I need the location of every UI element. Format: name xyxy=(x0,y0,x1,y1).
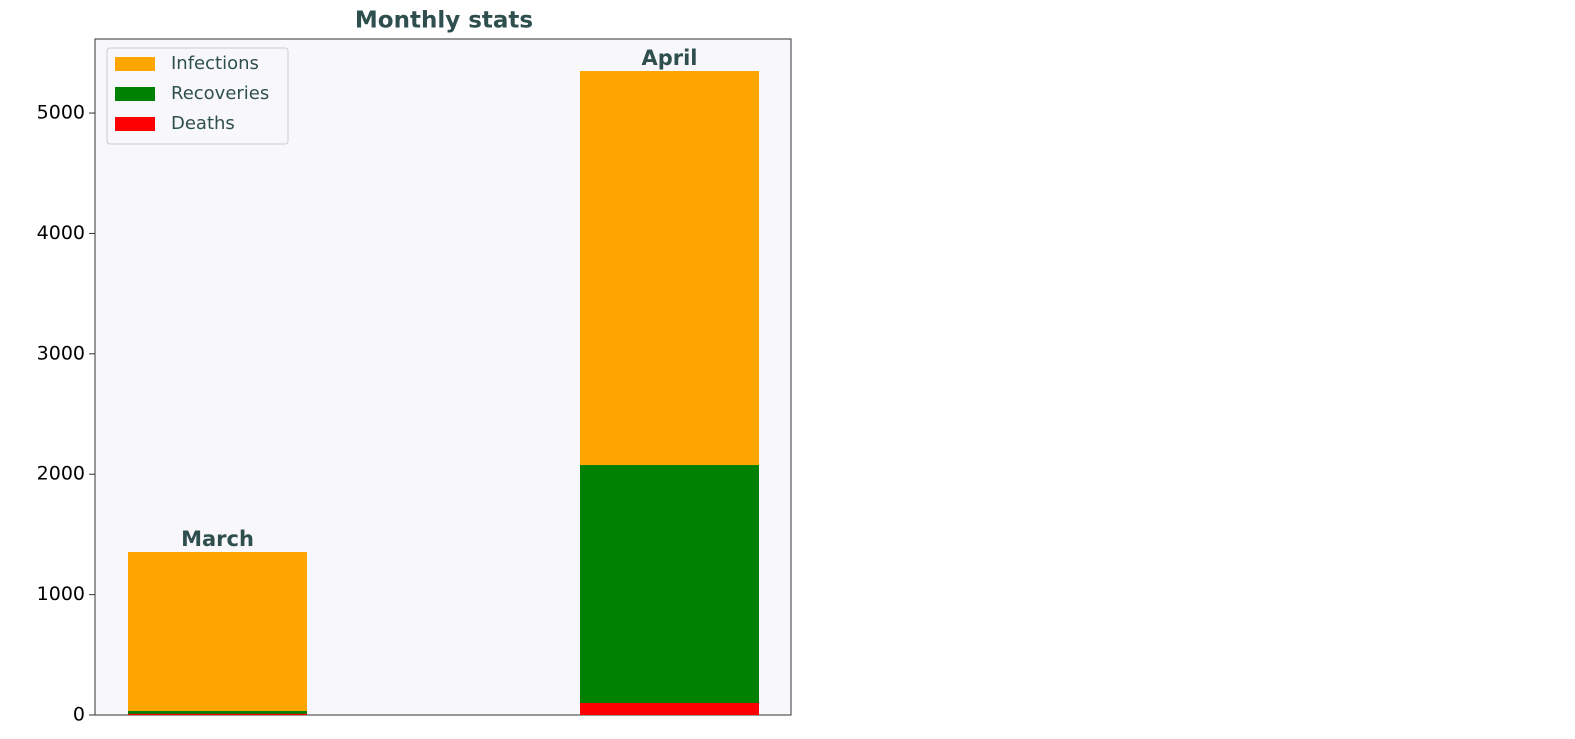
y-tick-label: 4000 xyxy=(37,222,85,244)
y-tick-label: 1000 xyxy=(37,583,85,605)
bar xyxy=(128,711,307,715)
category-label: March xyxy=(181,527,254,551)
y-tick-label: 3000 xyxy=(37,342,85,364)
legend-label: Recoveries xyxy=(171,83,269,104)
bar xyxy=(580,465,759,715)
bar xyxy=(580,702,759,715)
legend-label: Deaths xyxy=(171,113,235,134)
category-label: April xyxy=(641,46,697,70)
chart-title: Monthly stats xyxy=(355,8,533,34)
bar xyxy=(128,551,307,715)
y-tick-label: 0 xyxy=(73,704,85,726)
legend-swatch xyxy=(115,87,155,101)
legend-swatch xyxy=(115,57,155,71)
bar xyxy=(128,713,307,715)
y-tick-label: 5000 xyxy=(37,102,85,124)
y-tick-label: 2000 xyxy=(37,463,85,485)
legend-label: Infections xyxy=(171,53,259,74)
legend-swatch xyxy=(115,117,155,131)
